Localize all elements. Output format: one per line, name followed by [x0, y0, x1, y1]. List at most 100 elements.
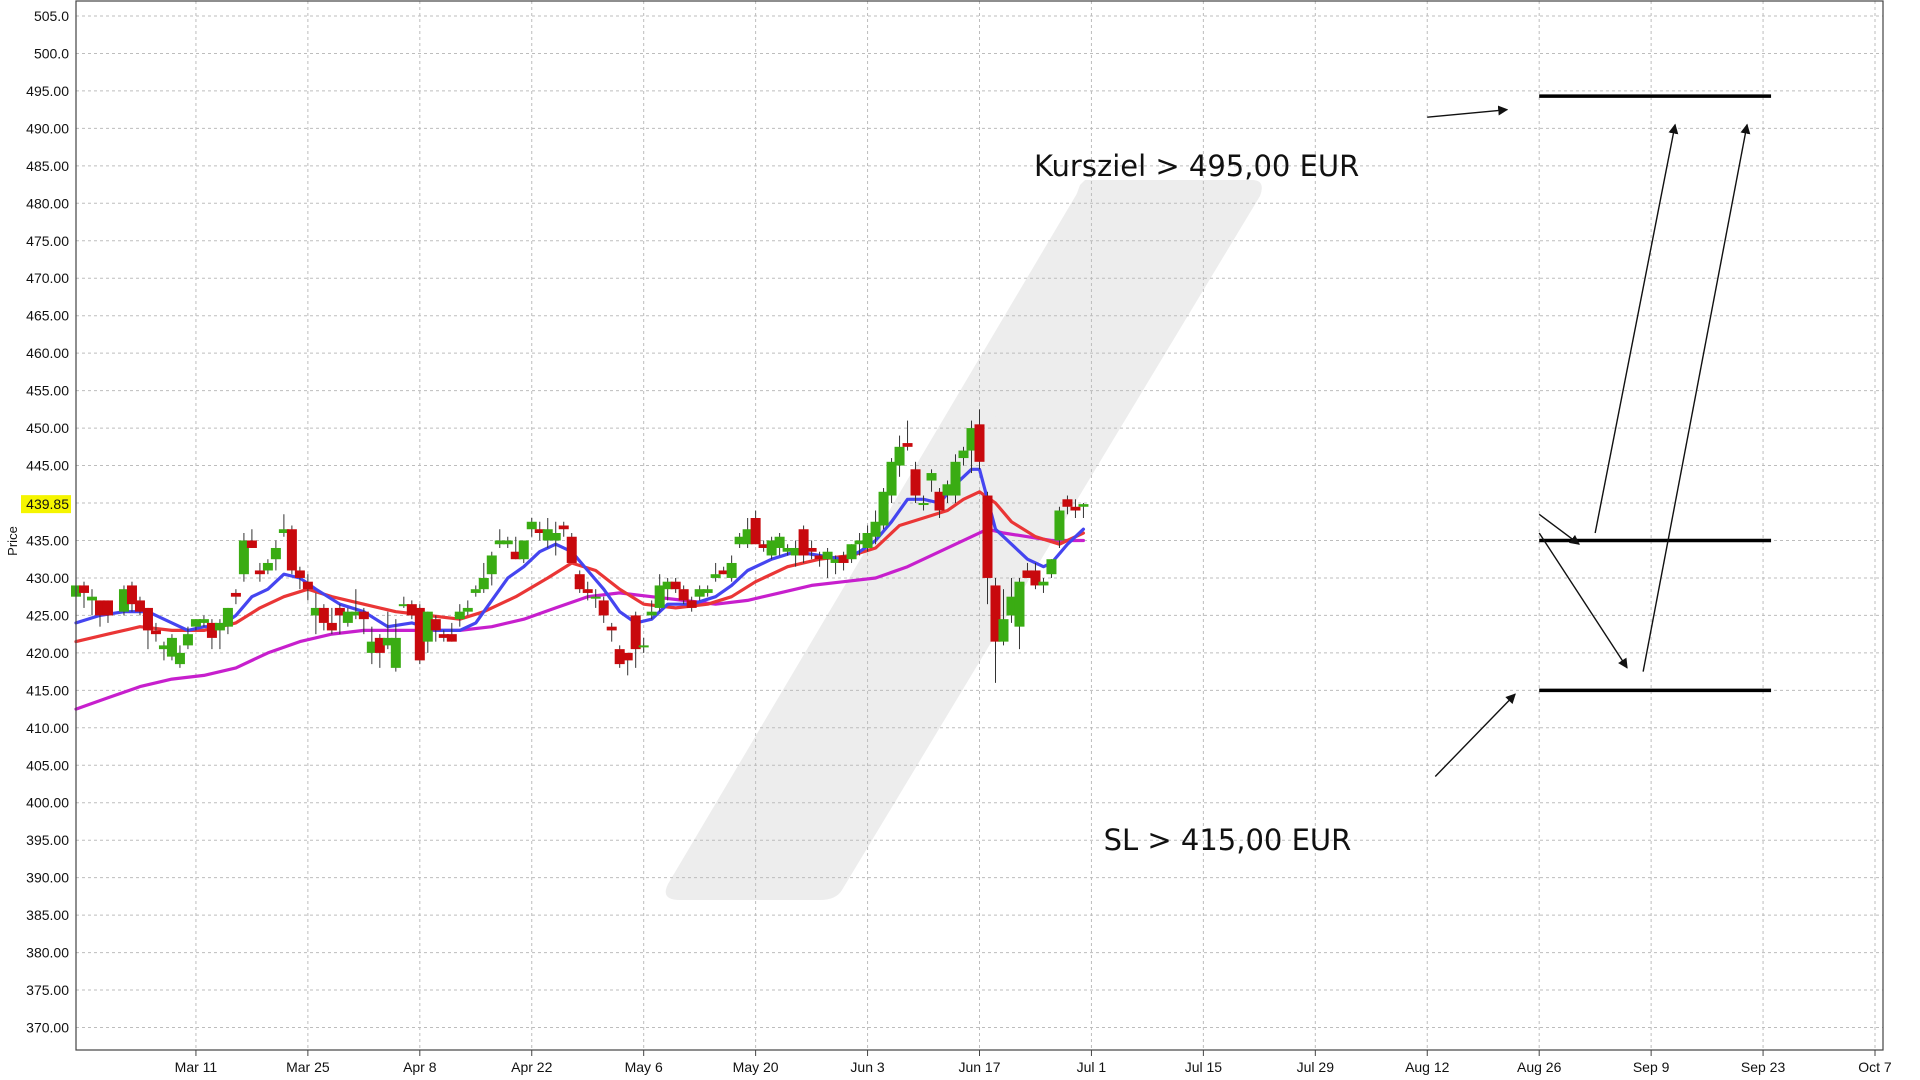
candle-down	[806, 547, 817, 552]
x-tick-label: May 20	[733, 1059, 779, 1075]
candle-down	[294, 570, 305, 578]
candle-down	[750, 518, 761, 545]
candle-up	[854, 540, 865, 545]
candle-up	[398, 604, 409, 607]
candle-down	[134, 600, 145, 612]
candle-down	[374, 637, 385, 653]
candle-up	[118, 589, 129, 612]
candle-down	[934, 491, 945, 511]
candle-up	[526, 521, 537, 530]
y-tick-label: 485.00	[26, 158, 69, 174]
candle-down	[318, 607, 329, 623]
candle-up	[542, 529, 553, 541]
candle-up	[1014, 581, 1025, 627]
y-tick-label: 460.00	[26, 345, 69, 361]
annotation-arrows	[1427, 105, 1751, 777]
candle-down	[1022, 570, 1033, 578]
moving-averages	[74, 467, 1086, 711]
candle-up	[726, 562, 737, 578]
candle-up	[870, 521, 881, 537]
level-lines	[1539, 94, 1772, 693]
candle-up	[190, 619, 201, 627]
candle-up	[702, 589, 713, 593]
candle-down	[758, 544, 769, 548]
candle-up	[734, 536, 745, 545]
x-tick-label: Sep 23	[1741, 1059, 1786, 1075]
y-tick-label: 395.00	[26, 832, 69, 848]
candle-down	[670, 581, 681, 590]
candle-up	[1038, 581, 1049, 586]
annotation-text: Kursziel > 495,00 EUR	[1034, 149, 1359, 183]
candle-down	[430, 619, 441, 631]
candle-up	[654, 585, 665, 608]
candle-up	[782, 547, 793, 552]
x-tick-label: Jul 29	[1297, 1059, 1335, 1075]
candle-down	[902, 443, 913, 447]
annotation-arrow	[1594, 123, 1679, 534]
annotation-arrow	[1538, 532, 1628, 669]
candle-up	[422, 611, 433, 642]
candle-up	[590, 596, 601, 599]
candle-down	[78, 585, 89, 593]
candle-up	[646, 611, 657, 616]
candle-down	[302, 581, 313, 590]
y-tick-label: 430.00	[26, 570, 69, 586]
plot-frame	[75, 0, 1884, 1051]
candle-up	[1054, 510, 1065, 541]
x-tick-label: Mar 25	[286, 1059, 330, 1075]
annotation-labels: Kursziel > 495,00 EUR SL > 415,00 EUR	[1034, 149, 1359, 857]
ema-slow-line	[74, 527, 1086, 711]
x-tick-label: Oct 7	[1858, 1059, 1892, 1075]
y-axis: Price 505.0 500.0 495.00 490.00 485.00 480.00…	[5, 8, 69, 1036]
candle-up	[214, 622, 225, 631]
x-tick-label: Apr 22	[511, 1059, 552, 1075]
candle-down	[982, 495, 993, 578]
candle-up	[862, 532, 873, 548]
candle-down	[598, 600, 609, 616]
candle-down	[566, 536, 577, 563]
candle-up	[518, 540, 529, 560]
candle-down	[838, 555, 849, 563]
candle-down	[678, 589, 689, 601]
candle-down	[206, 622, 217, 638]
candle-down	[126, 585, 137, 605]
candle-down	[1062, 499, 1073, 507]
candle-up	[950, 461, 961, 496]
x-axis: Mar 11 Mar 25 Apr 8 Apr 22 May 6 May 20 Jun 3 J…	[175, 1050, 1892, 1075]
candle-up	[878, 491, 889, 526]
candle-down	[94, 600, 105, 616]
candle-down	[718, 570, 729, 575]
candle-up	[462, 607, 473, 612]
ema-mid-line	[74, 490, 1086, 644]
candle-down	[798, 529, 809, 556]
candle-up	[454, 611, 465, 620]
candle-down	[510, 551, 521, 560]
candle-up	[1006, 596, 1017, 616]
candle-down	[1030, 570, 1041, 586]
candle-down	[1070, 506, 1081, 511]
candle-up	[350, 611, 361, 616]
candle-down	[446, 634, 457, 642]
candle-down	[246, 540, 257, 548]
y-tick-label: 445.00	[26, 458, 69, 474]
ema-fast-line	[74, 467, 1086, 633]
candle-up	[894, 446, 905, 466]
y-tick-label: 385.00	[26, 907, 69, 923]
candle-up	[166, 637, 177, 657]
candle-up	[182, 634, 193, 646]
candle-up	[502, 540, 513, 545]
candle-up	[886, 461, 897, 496]
candle-up	[846, 544, 857, 560]
candle-up	[710, 574, 721, 578]
last-price-highlight	[21, 495, 71, 514]
candle-up	[486, 555, 497, 575]
candle-up	[310, 607, 321, 616]
y-tick-label: 415.00	[26, 682, 69, 698]
candle-up	[494, 540, 505, 545]
candle-up	[662, 581, 673, 590]
candle-down	[406, 604, 417, 616]
y-tick-label: 380.00	[26, 945, 69, 961]
y-tick-label: 375.00	[26, 982, 69, 998]
candle-up	[342, 611, 353, 623]
candlesticks	[71, 409, 1089, 683]
